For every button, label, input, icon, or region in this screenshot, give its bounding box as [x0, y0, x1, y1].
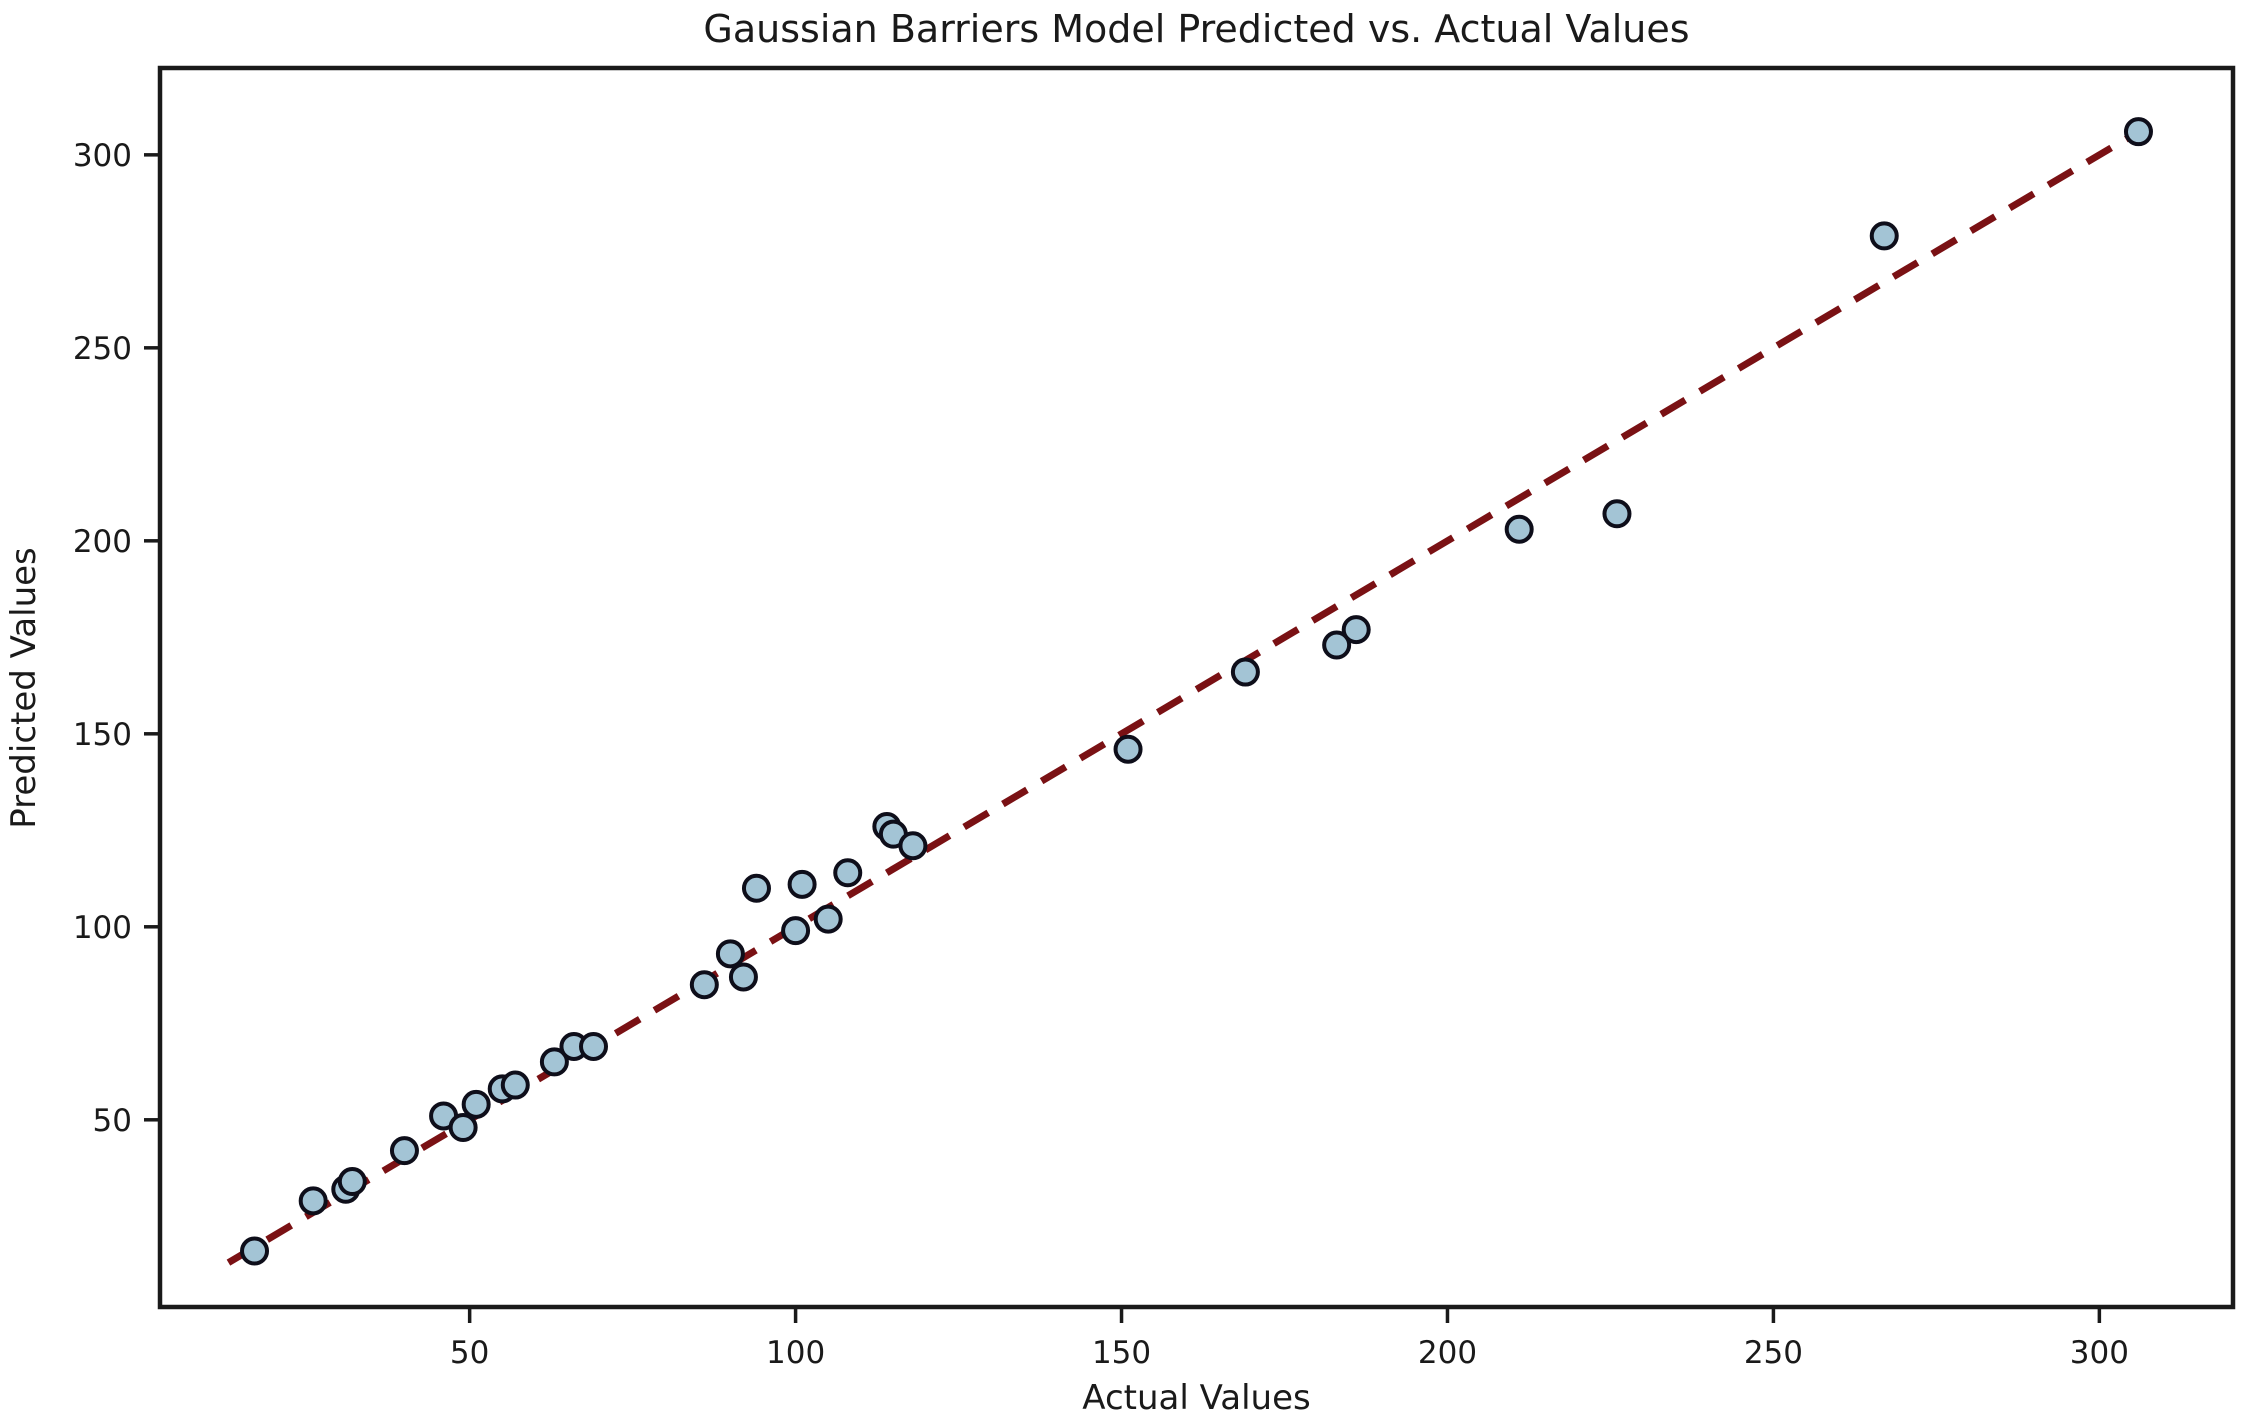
scatter-point: [337, 1167, 367, 1197]
y-tick-label: 50: [93, 1103, 132, 1139]
y-axis-label: Predicted Values: [4, 547, 44, 829]
scatter-point: [539, 1047, 569, 1077]
x-tick-label: 50: [450, 1335, 489, 1371]
scatter-point: [898, 831, 928, 861]
x-tick-label: 200: [1418, 1335, 1477, 1371]
x-axis-label: Actual Values: [1082, 1378, 1311, 1418]
y-tick-label: 300: [73, 138, 132, 174]
scatter-point: [448, 1113, 478, 1143]
scatter-point: [298, 1186, 328, 1216]
y-tick-label: 150: [73, 717, 132, 753]
x-tick-label: 250: [1744, 1335, 1803, 1371]
x-tick-label: 100: [766, 1335, 825, 1371]
scatter-point: [1869, 221, 1899, 251]
scatter-point: [781, 916, 811, 946]
scatter-point: [579, 1031, 609, 1061]
scatter-point: [500, 1070, 530, 1100]
x-tick-label: 150: [1092, 1335, 1151, 1371]
chart-title: Gaussian Barriers Model Predicted vs. Ac…: [703, 7, 1690, 51]
scatter-point: [1322, 630, 1352, 660]
scatter-point: [1602, 499, 1632, 529]
y-tick-label: 250: [73, 331, 132, 367]
scatter-point: [1113, 734, 1143, 764]
y-tick-label: 200: [73, 524, 132, 560]
scatter-point: [715, 939, 745, 969]
scatter-point: [2123, 117, 2153, 147]
scatter-point: [728, 962, 758, 992]
scatter-point: [1504, 514, 1534, 544]
scatter-point: [1230, 657, 1260, 687]
scatter-point: [689, 970, 719, 1000]
plot-area-border: [157, 65, 2236, 1310]
scatter-point: [813, 904, 843, 934]
scatter-point: [1341, 615, 1371, 645]
scatter-point: [787, 869, 817, 899]
x-tick-label: 300: [2070, 1335, 2129, 1371]
scatter-point: [240, 1236, 270, 1266]
scatter-point: [461, 1089, 491, 1119]
scatter-point: [833, 858, 863, 888]
scatter-point: [389, 1136, 419, 1166]
y-tick-label: 100: [73, 910, 132, 946]
scatter-point: [741, 873, 771, 903]
